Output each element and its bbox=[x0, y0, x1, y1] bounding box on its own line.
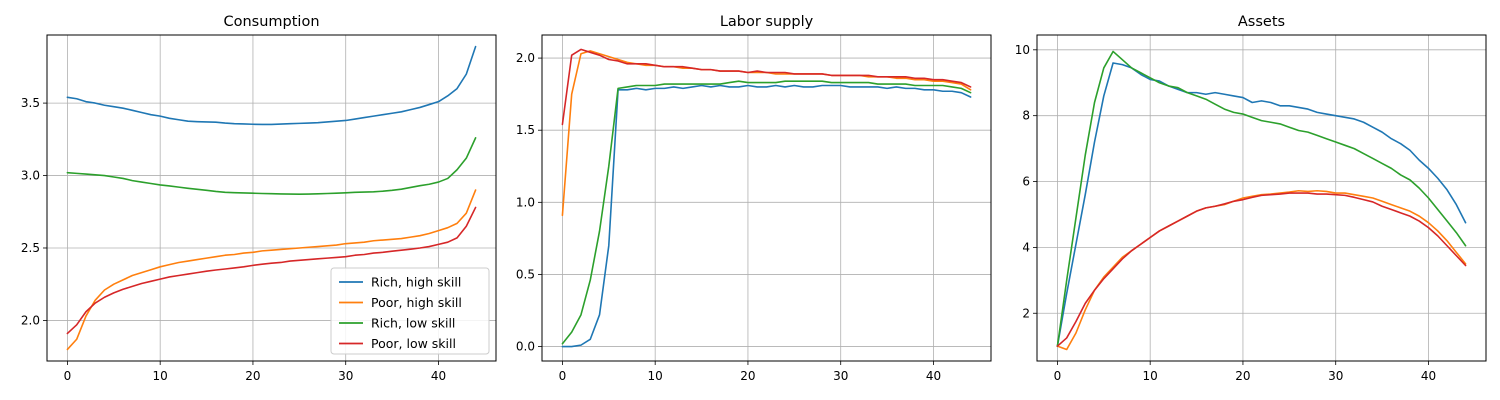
y-tick-label: 2.0 bbox=[516, 51, 535, 65]
series-line-poor-high-skill bbox=[561, 50, 972, 217]
y-tick-label: 1.5 bbox=[516, 123, 535, 137]
x-tick-label: 40 bbox=[1421, 369, 1436, 383]
x-tick-label: 10 bbox=[1143, 369, 1158, 383]
x-tick-label: 10 bbox=[153, 369, 168, 383]
series-line-rich-low-skill bbox=[1056, 50, 1467, 347]
y-tick-label: 8 bbox=[1022, 109, 1030, 123]
plot-frame bbox=[541, 34, 992, 362]
series-line-poor-high-skill bbox=[66, 189, 477, 351]
x-tick-label: 20 bbox=[740, 369, 755, 383]
y-tick-label: 3.0 bbox=[21, 169, 40, 183]
series-line-poor-low-skill bbox=[66, 206, 477, 335]
chart-panel-3: 0 10 20 30 40 2 4 6 8 10 Assets bbox=[1015, 14, 1487, 383]
legend-label: Poor, high skill bbox=[371, 295, 462, 310]
legend: Rich, high skill Poor, high skill Rich, lo… bbox=[330, 267, 490, 355]
legend-label: Rich, low skill bbox=[371, 316, 455, 331]
series-line-poor-low-skill bbox=[561, 48, 972, 126]
chart-title: Consumption bbox=[223, 14, 319, 30]
plot-frame bbox=[1036, 34, 1487, 362]
x-tick-label: 20 bbox=[1235, 369, 1250, 383]
chart-title: Labor supply bbox=[720, 14, 814, 30]
x-tick-label: 0 bbox=[64, 369, 72, 383]
x-tick-label: 20 bbox=[245, 369, 260, 383]
y-tick-label: 1.0 bbox=[516, 195, 535, 209]
y-tick-label: 2 bbox=[1022, 306, 1030, 320]
y-tick-label: 6 bbox=[1022, 175, 1030, 189]
y-tick-label: 2.5 bbox=[21, 241, 40, 255]
x-tick-label: 30 bbox=[833, 369, 848, 383]
series-line-rich-high-skill bbox=[561, 84, 972, 348]
x-tick-label: 30 bbox=[1328, 369, 1343, 383]
x-tick-label: 10 bbox=[648, 369, 663, 383]
legend-box bbox=[330, 267, 490, 355]
series-line-rich-low-skill bbox=[561, 80, 972, 345]
series-line-poor-low-skill bbox=[1056, 192, 1467, 347]
series-line-rich-low-skill bbox=[66, 137, 477, 196]
series-line-rich-high-skill bbox=[1056, 62, 1467, 347]
chart-panel-1: 0 10 20 30 40 2.0 2.5 3.0 3.5 Consumption Rich, hi… bbox=[21, 14, 497, 383]
x-tick-label: 30 bbox=[338, 369, 353, 383]
y-tick-label: 2.0 bbox=[21, 313, 40, 327]
x-tick-label: 40 bbox=[431, 369, 446, 383]
y-tick-label: 4 bbox=[1022, 240, 1030, 254]
legend-label: Poor, low skill bbox=[371, 336, 456, 351]
x-tick-label: 0 bbox=[559, 369, 567, 383]
chart-title: Assets bbox=[1238, 14, 1285, 30]
y-tick-label: 0.5 bbox=[516, 267, 535, 281]
y-tick-label: 10 bbox=[1015, 43, 1030, 57]
chart-panel-2: 0 10 20 30 40 0.0 0.5 1.0 1.5 2.0 Labor supply bbox=[516, 14, 992, 383]
y-tick-label: 0.0 bbox=[516, 340, 535, 354]
plot-frame bbox=[46, 34, 497, 362]
x-tick-label: 40 bbox=[926, 369, 941, 383]
x-tick-label: 0 bbox=[1054, 369, 1062, 383]
series-line-rich-high-skill bbox=[66, 45, 477, 126]
y-tick-label: 3.5 bbox=[21, 96, 40, 110]
legend-label: Rich, high skill bbox=[371, 275, 461, 290]
